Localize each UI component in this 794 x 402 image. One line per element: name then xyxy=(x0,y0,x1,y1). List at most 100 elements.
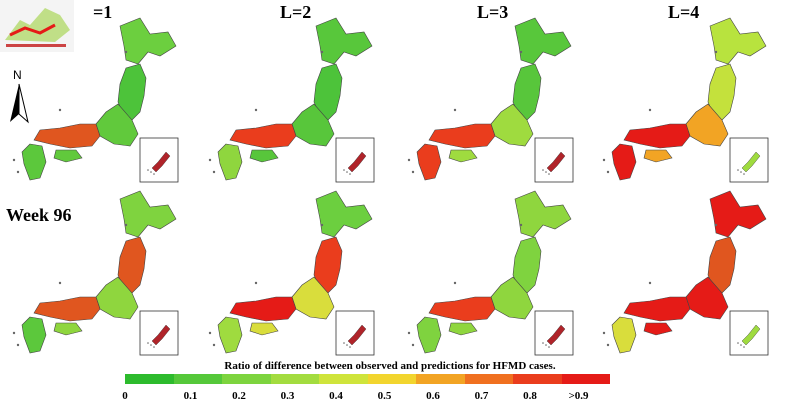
island-dot xyxy=(714,223,718,227)
region-kanto xyxy=(291,103,335,147)
legend-tick-label: 0.6 xyxy=(426,390,440,402)
island-dot xyxy=(548,346,550,348)
region-shikoku xyxy=(249,322,279,336)
okinawa-inset-box xyxy=(534,137,574,183)
japan-map-panel xyxy=(590,185,780,370)
legend-tick-label: 0.3 xyxy=(280,390,295,402)
island-dot xyxy=(411,170,415,174)
region-kyushu xyxy=(21,316,47,354)
legend-tick-label: 0.5 xyxy=(377,390,392,402)
column-title-2: L=2 xyxy=(280,2,312,22)
island-dot xyxy=(545,171,547,173)
island-dot xyxy=(320,50,324,54)
region-kansai xyxy=(623,296,691,322)
okinawa-inset-box xyxy=(139,137,179,183)
island-dot xyxy=(548,173,550,175)
legend-swatch xyxy=(270,374,319,384)
region-kyushu xyxy=(416,316,442,354)
island-dot xyxy=(58,281,62,285)
island-dot xyxy=(16,170,20,174)
island-dot xyxy=(407,331,411,335)
island-dot xyxy=(343,169,345,171)
okinawa-inset-box xyxy=(139,310,179,356)
island-dot xyxy=(12,331,16,335)
legend-color-bar xyxy=(125,374,610,384)
region-okinawa xyxy=(347,151,367,173)
region-kansai xyxy=(428,296,496,322)
region-kyushu xyxy=(217,143,243,181)
island-dot xyxy=(743,346,745,348)
island-dot xyxy=(208,158,212,162)
overview-thumbnail xyxy=(0,0,74,52)
region-kansai xyxy=(33,123,101,149)
japan-map-panel xyxy=(0,185,190,370)
island-dot xyxy=(349,173,351,175)
island-dot xyxy=(737,169,739,171)
okinawa-inset-box xyxy=(729,137,769,183)
island-dot xyxy=(349,346,351,348)
legend-tick-label: 0.8 xyxy=(523,390,537,402)
island-dot xyxy=(714,50,718,54)
region-tohoku xyxy=(707,236,737,294)
region-hokkaido xyxy=(514,190,572,238)
region-okinawa xyxy=(741,151,761,173)
legend-swatch xyxy=(222,374,271,384)
region-kanto xyxy=(95,276,139,320)
island-dot xyxy=(254,281,258,285)
island-dot xyxy=(542,169,544,171)
japan-map-panel xyxy=(395,185,585,370)
japan-map-panel xyxy=(590,12,780,197)
island-dot xyxy=(602,158,606,162)
region-okinawa xyxy=(151,151,171,173)
island-dot xyxy=(212,343,216,347)
island-dot xyxy=(150,344,152,346)
island-dot xyxy=(16,343,20,347)
region-kanto xyxy=(490,276,534,320)
island-dot xyxy=(737,342,739,344)
island-dot xyxy=(740,344,742,346)
japan-map-panel xyxy=(0,12,190,197)
legend-title: Ratio of difference between observed and… xyxy=(224,360,556,372)
island-dot xyxy=(147,342,149,344)
island-dot xyxy=(453,281,457,285)
region-kyushu xyxy=(611,316,637,354)
region-hokkaido xyxy=(514,17,572,65)
region-kansai xyxy=(229,296,297,322)
region-tohoku xyxy=(313,236,343,294)
region-shikoku xyxy=(249,149,279,163)
island-dot xyxy=(208,331,212,335)
north-label: N xyxy=(13,68,22,82)
japan-map-panel xyxy=(395,12,585,197)
island-dot xyxy=(124,50,128,54)
legend-tick-label: 0.1 xyxy=(183,390,198,402)
region-kanto xyxy=(685,276,729,320)
region-kansai xyxy=(33,296,101,322)
legend-tick-label: >0.9 xyxy=(568,390,589,402)
region-okinawa xyxy=(151,324,171,346)
legend-swatch xyxy=(173,374,222,384)
okinawa-inset-box xyxy=(335,310,375,356)
island-dot xyxy=(58,108,62,112)
region-kanto xyxy=(685,103,729,147)
legend-swatch xyxy=(125,374,174,384)
legend-tick-label: 0.2 xyxy=(232,390,246,402)
island-dot xyxy=(602,331,606,335)
region-tohoku xyxy=(512,236,542,294)
region-hokkaido xyxy=(709,190,767,238)
region-kyushu xyxy=(611,143,637,181)
island-dot xyxy=(153,346,155,348)
island-dot xyxy=(606,343,610,347)
island-dot xyxy=(743,173,745,175)
island-dot xyxy=(545,344,547,346)
legend-tick-label: 0 xyxy=(122,390,128,402)
legend-swatch xyxy=(367,374,416,384)
region-shikoku xyxy=(53,149,83,163)
island-dot xyxy=(346,344,348,346)
island-dot xyxy=(648,108,652,112)
island-dot xyxy=(153,173,155,175)
japan-map-panel xyxy=(196,12,386,197)
region-okinawa xyxy=(741,324,761,346)
column-title-1: =1 xyxy=(93,2,113,22)
legend-tick-label: 0.7 xyxy=(474,390,489,402)
region-shikoku xyxy=(643,322,673,336)
